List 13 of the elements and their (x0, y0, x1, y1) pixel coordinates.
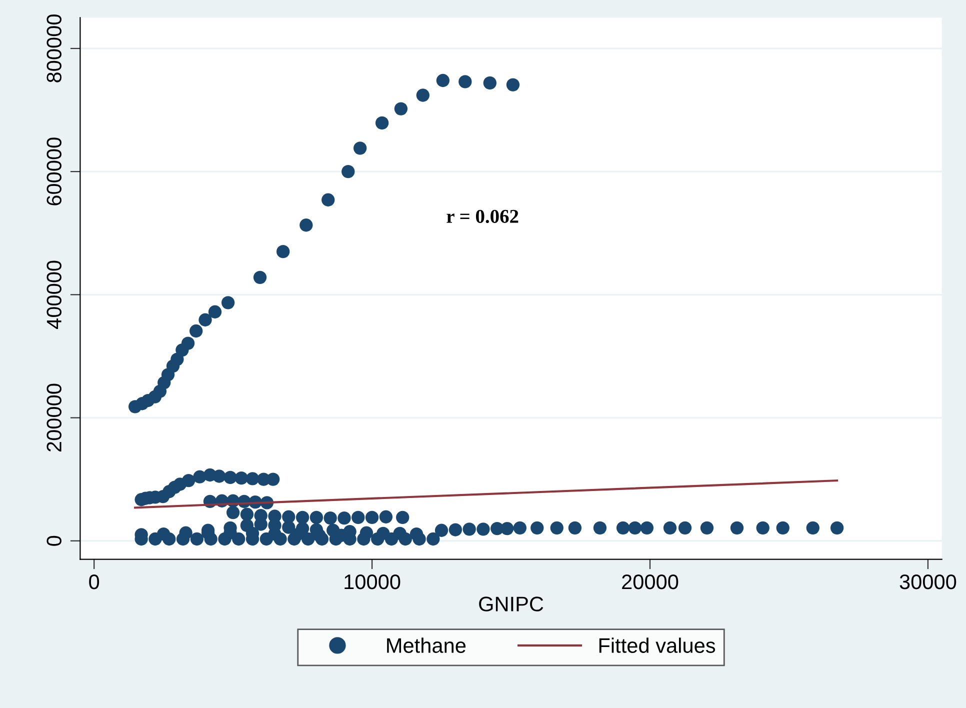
y-tick-label: 400000 (46, 260, 62, 329)
x-tick-label: 0 (89, 574, 100, 590)
x-tick-label: 10000 (344, 574, 400, 590)
annotation: r = 0.062 (446, 210, 518, 224)
x-axis-title: GNIPC (479, 596, 544, 612)
y-tick-label: 0 (46, 536, 62, 546)
legend-label: Methane (387, 638, 466, 653)
y-tick-label: 600000 (46, 138, 62, 206)
y-tick-label: 200000 (46, 384, 62, 452)
y-tick-label: 800000 (46, 14, 62, 82)
legend-label: Fitted values (599, 638, 716, 653)
x-tick-label: 20000 (622, 574, 678, 590)
x-tick-label: 30000 (900, 574, 956, 590)
